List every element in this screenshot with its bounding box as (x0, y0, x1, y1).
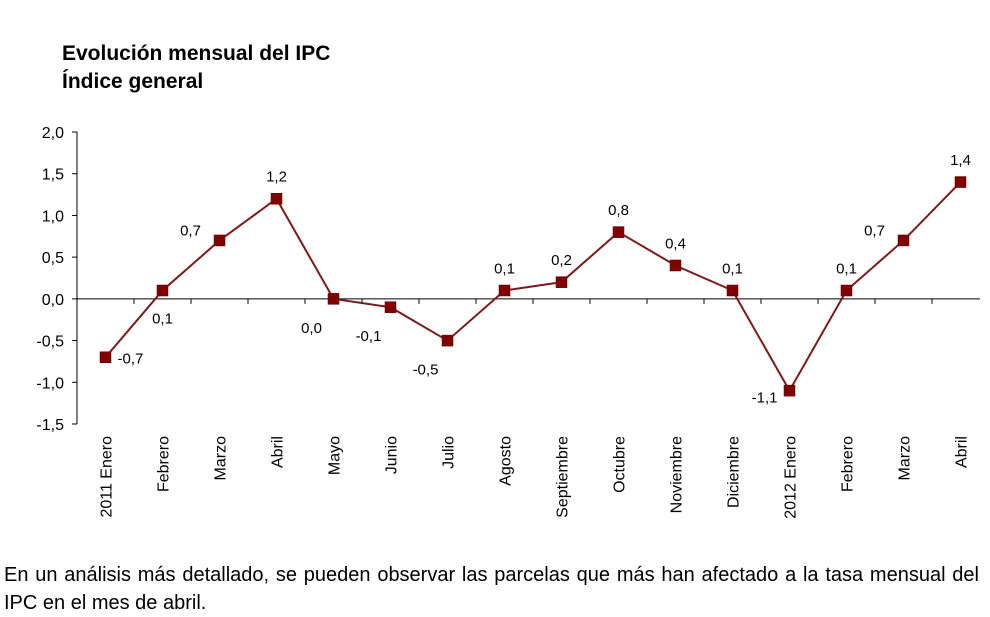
x-tick-label: Octubre (612, 436, 629, 493)
data-label: -0,5 (413, 362, 439, 379)
y-tick-labels: 2,0 1,5 1,0 0,5 0,0 -0,5 -1,0 -1,5 (36, 125, 64, 434)
chart-title-block: Evolución mensual del IPC Índice general (62, 40, 330, 96)
data-point (954, 176, 967, 188)
body-caption: En un análisis más detallado, se pueden … (4, 564, 979, 614)
x-tick-label: Abril (270, 436, 287, 468)
data-label: 0,7 (180, 222, 201, 239)
data-point (612, 226, 625, 238)
chart-title: Evolución mensual del IPC (62, 42, 331, 65)
data-point (270, 192, 283, 205)
x-tick-label: Agosto (498, 436, 515, 486)
x-tick-label: Febrero (840, 436, 857, 492)
x-tick-label: Marzo (897, 436, 914, 481)
chart-subtitle: Índice general (62, 70, 204, 93)
data-label: 0,1 (722, 261, 743, 278)
data-label: 0,7 (864, 222, 885, 239)
data-label: -0,7 (118, 350, 144, 367)
data-point (726, 284, 739, 297)
data-label: 0,2 (551, 252, 572, 269)
data-point (99, 351, 112, 364)
x-tick-label: 2012 Enero (783, 436, 800, 519)
data-point (156, 284, 169, 297)
data-point (213, 234, 226, 247)
data-label: 0,0 (301, 320, 322, 337)
data-label: -1,1 (752, 390, 778, 407)
data-label: 1,4 (950, 152, 971, 169)
data-point (327, 293, 340, 305)
x-tick-label: Abril (954, 436, 971, 468)
x-tick-label: Noviembre (669, 436, 686, 513)
x-tick-labels: 2011 Enero Febrero Marzo Abril Mayo Junio Juli… (99, 436, 971, 519)
data-point (897, 234, 910, 247)
series-line (104, 181, 962, 393)
chart-axes (72, 131, 980, 425)
data-point (555, 276, 568, 288)
data-point (384, 301, 397, 313)
data-label: 0,8 (608, 202, 629, 219)
data-label: 0,1 (836, 261, 857, 278)
x-tick-label: Septiembre (555, 436, 572, 518)
data-point (441, 334, 454, 347)
data-label: 0,4 (665, 235, 686, 252)
data-labels: -0,7 0,1 0,7 1,2 0,0 -0,1 -0,5 0,1 0,2 0,8 0,4 0,1 -… (118, 152, 971, 407)
x-tick-label: Marzo (213, 436, 230, 481)
y-tick-label: 2,0 (42, 125, 64, 142)
y-tick-label: 1,0 (42, 208, 64, 225)
data-point (783, 384, 796, 397)
y-tick-label: -1,5 (36, 417, 64, 434)
y-tick-label: -1,0 (36, 375, 64, 392)
y-tick-label: -0,5 (36, 334, 64, 351)
data-label: -0,1 (356, 328, 382, 345)
series-ipc (99, 176, 967, 397)
y-tick-label: 0,5 (42, 250, 64, 267)
y-tick-label: 1,5 (42, 167, 64, 184)
ipc-line-chart: 2,0 1,5 1,0 0,5 0,0 -0,5 -1,0 -1,5 2011 Enero Fe… (36, 125, 980, 519)
x-tick-label: Diciembre (726, 436, 743, 508)
data-label: 0,1 (152, 311, 173, 328)
x-tick-label: 2011 Enero (99, 436, 116, 518)
x-tick-label: Julio (441, 436, 458, 469)
data-point (840, 284, 853, 297)
x-tick-label: Febrero (156, 436, 173, 492)
x-tick-label: Junio (384, 436, 401, 474)
data-label: 0,1 (494, 261, 515, 278)
x-tick-label: Mayo (327, 436, 344, 475)
data-point (669, 259, 682, 272)
data-point (498, 284, 511, 297)
data-label: 1,2 (266, 169, 287, 186)
y-tick-label: 0,0 (42, 292, 64, 309)
